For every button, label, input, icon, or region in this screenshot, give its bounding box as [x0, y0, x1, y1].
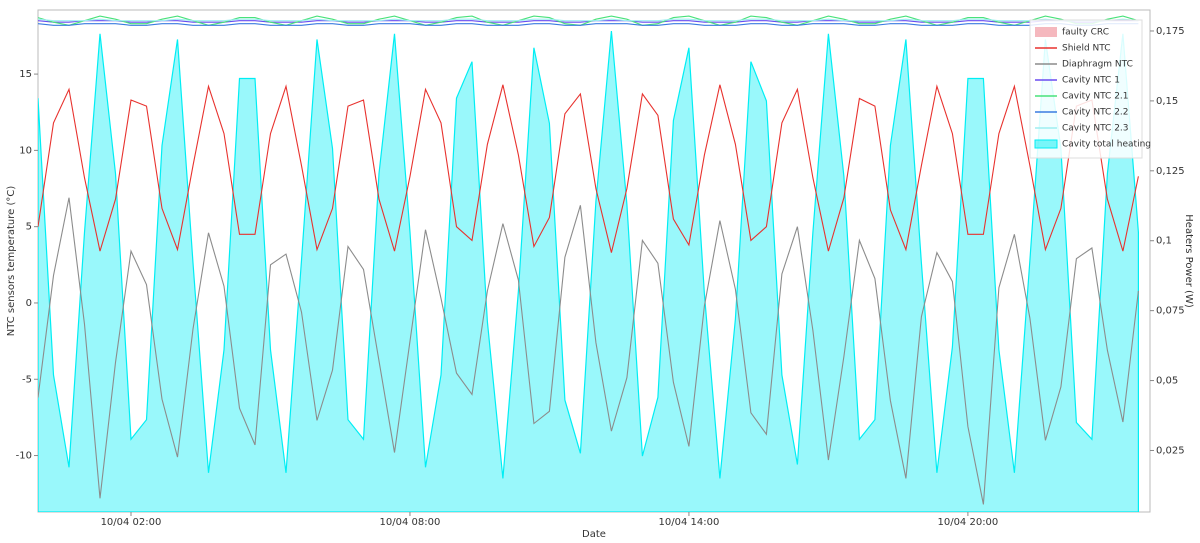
legend-label: Cavity NTC 1 — [1062, 76, 1120, 86]
y2-tick-label: 0,1 — [1156, 236, 1172, 247]
x-axis-title: Date — [582, 529, 606, 540]
y-axis-title: NTC sensors temperature (°C) — [6, 186, 17, 337]
legend-swatch — [1034, 139, 1058, 149]
legend-label: Cavity NTC 2.1 — [1062, 92, 1129, 102]
y2-tick-label: 0,125 — [1156, 166, 1185, 177]
line — [38, 18, 1139, 22]
line — [38, 15, 1139, 26]
legend-box — [1029, 19, 1143, 159]
legend-label: Diaphragm NTC — [1062, 60, 1133, 70]
y2-tick-label: 0,05 — [1156, 376, 1178, 387]
plot-area — [37, 9, 1151, 513]
legend-label: Shield NTC — [1062, 44, 1111, 54]
legend-label: Cavity NTC 2.3 — [1062, 124, 1129, 134]
legend-label: faulty CRC — [1062, 28, 1109, 38]
y2-axis-title: Heaters Power (W) — [1183, 214, 1194, 308]
line — [38, 84, 1139, 253]
y-tick-label: 10 — [19, 145, 32, 156]
y-tick-label: 0 — [26, 298, 32, 309]
y2-tick-label: 0,075 — [1156, 306, 1185, 317]
x-tick-label: 10/04 02:00 — [101, 517, 162, 528]
y2-tick-label: 0,025 — [1156, 445, 1185, 456]
y-tick-label: 5 — [26, 222, 32, 233]
y2-tick-label: 0,15 — [1156, 96, 1178, 107]
y-tick-label: 15 — [19, 69, 32, 80]
y2-tick-label: 0,175 — [1156, 26, 1185, 37]
x-tick-label: 10/04 14:00 — [659, 517, 720, 528]
legend-label: Cavity total heating — [1062, 140, 1151, 150]
x-tick-label: 10/04 20:00 — [937, 517, 998, 528]
line — [38, 197, 1139, 505]
line — [38, 23, 1139, 26]
legend-swatch — [1035, 27, 1057, 37]
x-tick-label: 10/04 08:00 — [380, 517, 441, 528]
y-tick-label: -5 — [22, 374, 32, 385]
y-tick-label: -10 — [16, 451, 32, 462]
legend-label: Cavity NTC 2.2 — [1062, 108, 1129, 118]
